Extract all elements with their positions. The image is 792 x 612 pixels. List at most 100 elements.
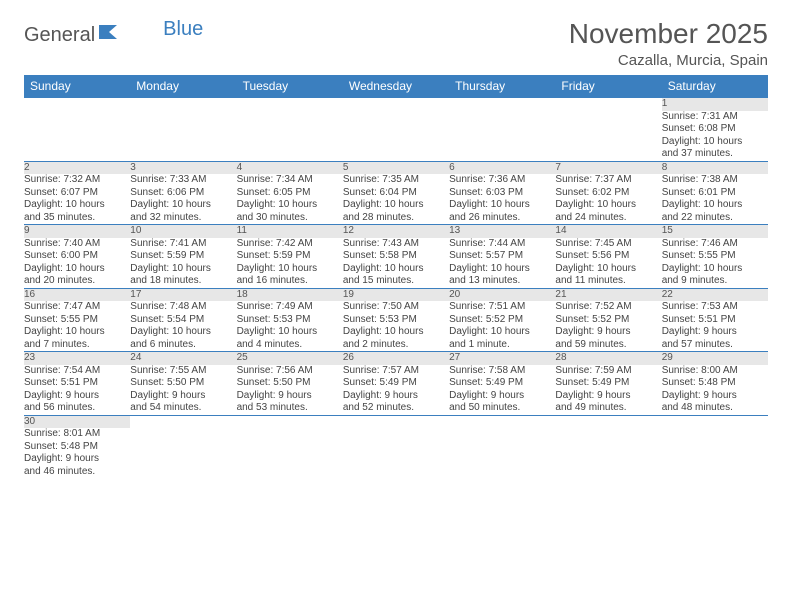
daylight-text: Daylight: 10 hours [343, 326, 449, 339]
daylight-text-2: and 24 minutes. [555, 212, 661, 225]
day-details: Sunrise: 7:35 AMSunset: 6:04 PMDaylight:… [343, 174, 449, 225]
daylight-text-2: and 28 minutes. [343, 212, 449, 225]
empty-cell [449, 98, 555, 111]
day-number: 23 [24, 352, 130, 365]
day-number: 25 [237, 352, 343, 365]
daylight-text-2: and 32 minutes. [130, 212, 236, 225]
sunrise-text: Sunrise: 7:43 AM [343, 238, 449, 251]
day-details: Sunrise: 7:45 AMSunset: 5:56 PMDaylight:… [555, 238, 661, 289]
day-number: 30 [24, 415, 130, 428]
day-details: Sunrise: 8:00 AMSunset: 5:48 PMDaylight:… [662, 365, 768, 416]
daylight-text: Daylight: 10 hours [555, 199, 661, 212]
sunset-text: Sunset: 5:51 PM [662, 314, 768, 327]
day-details: Sunrise: 7:33 AMSunset: 6:06 PMDaylight:… [130, 174, 236, 225]
day-details: Sunrise: 7:34 AMSunset: 6:05 PMDaylight:… [237, 174, 343, 225]
daylight-text: Daylight: 9 hours [237, 390, 343, 403]
sunset-text: Sunset: 6:06 PM [130, 187, 236, 200]
day-details: Sunrise: 8:01 AMSunset: 5:48 PMDaylight:… [24, 428, 130, 478]
daylight-text: Daylight: 10 hours [662, 199, 768, 212]
daylight-text-2: and 7 minutes. [24, 339, 130, 352]
weekday-header-row: SundayMondayTuesdayWednesdayThursdayFrid… [24, 75, 768, 98]
sunset-text: Sunset: 5:51 PM [24, 377, 130, 390]
daylight-text: Daylight: 10 hours [449, 263, 555, 276]
sunrise-text: Sunrise: 7:54 AM [24, 365, 130, 378]
daylight-text-2: and 35 minutes. [24, 212, 130, 225]
empty-cell [555, 415, 661, 428]
day-number: 18 [237, 288, 343, 301]
sunset-text: Sunset: 5:58 PM [343, 250, 449, 263]
sunrise-text: Sunrise: 7:58 AM [449, 365, 555, 378]
sunrise-text: Sunrise: 7:38 AM [662, 174, 768, 187]
sunset-text: Sunset: 5:56 PM [555, 250, 661, 263]
day-number: 14 [555, 225, 661, 238]
sunrise-text: Sunrise: 7:41 AM [130, 238, 236, 251]
sunrise-text: Sunrise: 7:59 AM [555, 365, 661, 378]
daylight-text: Daylight: 10 hours [130, 326, 236, 339]
day-details: Sunrise: 7:53 AMSunset: 5:51 PMDaylight:… [662, 301, 768, 352]
sunrise-text: Sunrise: 8:00 AM [662, 365, 768, 378]
sunset-text: Sunset: 5:59 PM [237, 250, 343, 263]
weekday-header: Thursday [449, 75, 555, 98]
sunrise-text: Sunrise: 7:49 AM [237, 301, 343, 314]
daylight-text-2: and 11 minutes. [555, 275, 661, 288]
day-details: Sunrise: 7:56 AMSunset: 5:50 PMDaylight:… [237, 365, 343, 416]
empty-cell [24, 111, 130, 162]
sunset-text: Sunset: 6:01 PM [662, 187, 768, 200]
day-details: Sunrise: 7:42 AMSunset: 5:59 PMDaylight:… [237, 238, 343, 289]
day-body-row: Sunrise: 7:54 AMSunset: 5:51 PMDaylight:… [24, 365, 768, 416]
sunset-text: Sunset: 5:49 PM [449, 377, 555, 390]
day-number: 1 [662, 98, 768, 111]
day-details: Sunrise: 7:52 AMSunset: 5:52 PMDaylight:… [555, 301, 661, 352]
day-number-row: 30 [24, 415, 768, 428]
empty-cell [130, 98, 236, 111]
sunset-text: Sunset: 6:05 PM [237, 187, 343, 200]
empty-cell [237, 111, 343, 162]
daylight-text: Daylight: 9 hours [130, 390, 236, 403]
empty-cell [343, 415, 449, 428]
day-details: Sunrise: 7:41 AMSunset: 5:59 PMDaylight:… [130, 238, 236, 289]
day-number: 17 [130, 288, 236, 301]
sunset-text: Sunset: 6:00 PM [24, 250, 130, 263]
day-details: Sunrise: 7:47 AMSunset: 5:55 PMDaylight:… [24, 301, 130, 352]
daylight-text-2: and 6 minutes. [130, 339, 236, 352]
daylight-text-2: and 50 minutes. [449, 402, 555, 415]
day-number: 27 [449, 352, 555, 365]
day-body-row: Sunrise: 7:47 AMSunset: 5:55 PMDaylight:… [24, 301, 768, 352]
weekday-header: Monday [130, 75, 236, 98]
empty-cell [555, 111, 661, 162]
sunset-text: Sunset: 5:55 PM [662, 250, 768, 263]
daylight-text-2: and 59 minutes. [555, 339, 661, 352]
brand-part1: General [24, 24, 95, 47]
empty-cell [237, 428, 343, 478]
day-number: 22 [662, 288, 768, 301]
sunrise-text: Sunrise: 7:33 AM [130, 174, 236, 187]
day-number-row: 9101112131415 [24, 225, 768, 238]
day-body-row: Sunrise: 7:31 AMSunset: 6:08 PMDaylight:… [24, 111, 768, 162]
sunset-text: Sunset: 5:59 PM [130, 250, 236, 263]
sunrise-text: Sunrise: 7:32 AM [24, 174, 130, 187]
daylight-text: Daylight: 9 hours [662, 326, 768, 339]
daylight-text-2: and 1 minute. [449, 339, 555, 352]
daylight-text: Daylight: 10 hours [130, 263, 236, 276]
day-details: Sunrise: 7:57 AMSunset: 5:49 PMDaylight:… [343, 365, 449, 416]
day-number: 16 [24, 288, 130, 301]
daylight-text-2: and 22 minutes. [662, 212, 768, 225]
daylight-text-2: and 9 minutes. [662, 275, 768, 288]
day-number-row: 23242526272829 [24, 352, 768, 365]
daylight-text-2: and 53 minutes. [237, 402, 343, 415]
sunrise-text: Sunrise: 7:57 AM [343, 365, 449, 378]
day-details: Sunrise: 7:32 AMSunset: 6:07 PMDaylight:… [24, 174, 130, 225]
day-number-row: 16171819202122 [24, 288, 768, 301]
daylight-text-2: and 49 minutes. [555, 402, 661, 415]
day-details: Sunrise: 7:31 AMSunset: 6:08 PMDaylight:… [662, 111, 768, 162]
daylight-text: Daylight: 10 hours [662, 136, 768, 149]
empty-cell [24, 98, 130, 111]
daylight-text-2: and 16 minutes. [237, 275, 343, 288]
daylight-text: Daylight: 9 hours [555, 390, 661, 403]
empty-cell [130, 111, 236, 162]
sunrise-text: Sunrise: 7:40 AM [24, 238, 130, 251]
sunset-text: Sunset: 5:49 PM [555, 377, 661, 390]
daylight-text: Daylight: 10 hours [237, 326, 343, 339]
sunset-text: Sunset: 5:57 PM [449, 250, 555, 263]
weekday-header: Friday [555, 75, 661, 98]
